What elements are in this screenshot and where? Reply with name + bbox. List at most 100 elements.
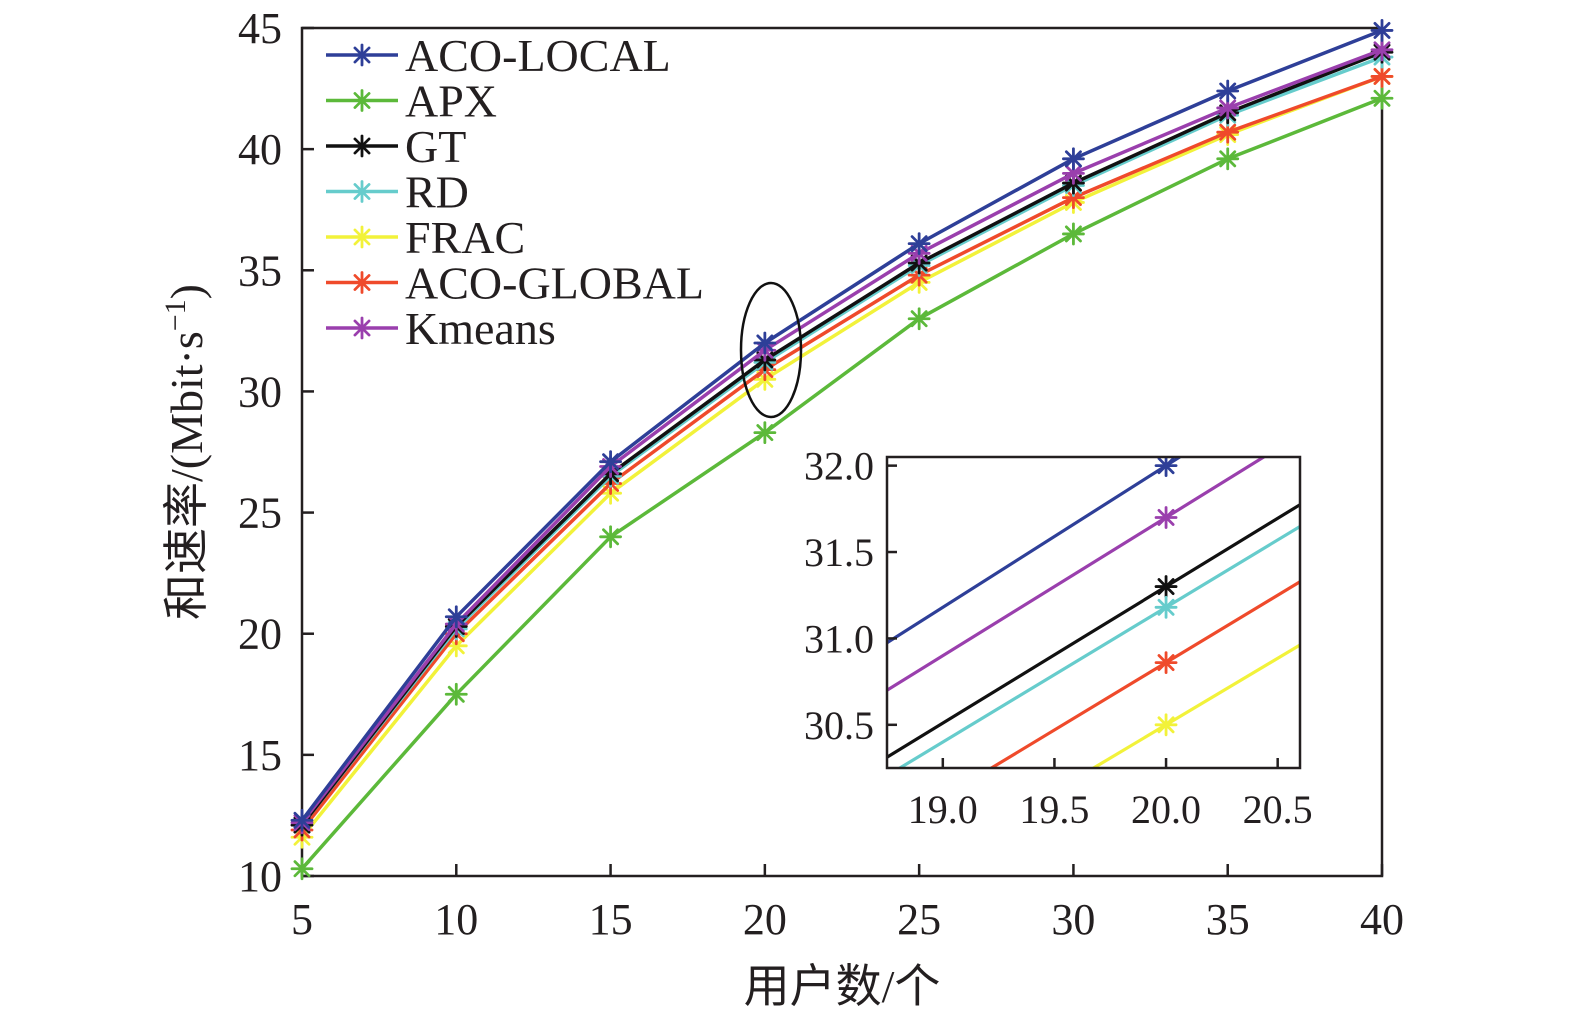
data-point-aco-local-stroke <box>1373 21 1391 39</box>
data-point-aco-local <box>290 808 314 832</box>
x-tick-label: 25 <box>897 895 941 944</box>
data-point-aco-global-stroke <box>1373 67 1391 85</box>
y-tick-label: 35 <box>238 246 282 295</box>
data-point-aco-local <box>1216 79 1240 103</box>
inset-y-tick-label: 31.5 <box>804 530 874 575</box>
inset-y-tick-label: 30.5 <box>804 703 874 748</box>
x-tick-label: 15 <box>589 895 633 944</box>
legend-label: RD <box>405 167 469 218</box>
legend-swatch-marker <box>350 134 374 158</box>
inset-data-point-frac-stroke <box>1157 716 1175 734</box>
inset-series-rd <box>896 525 1300 768</box>
series-line-frac <box>300 74 1383 839</box>
x-tick-label: 30 <box>1051 895 1095 944</box>
legend-swatch-marker <box>350 180 374 203</box>
legend-swatch-marker <box>350 316 374 340</box>
legend-label: ACO-LOCAL <box>405 30 671 81</box>
legend-swatch-marker <box>350 89 374 112</box>
legend-item-gt: GT <box>326 121 466 172</box>
data-point-kmeans <box>1370 38 1394 62</box>
legend-swatch-marker-stroke <box>353 183 371 200</box>
inset-series-aco-local <box>887 457 1183 645</box>
series-line-aco-global <box>300 74 1383 832</box>
legend-swatch-marker-stroke <box>353 274 371 291</box>
inset-data-point-aco-local-stroke <box>1157 457 1175 475</box>
inset-series-aco-global <box>988 580 1300 768</box>
legend-swatch-marker <box>350 43 374 67</box>
inset-y-tick-label: 31.0 <box>804 616 874 661</box>
inset-series-frac <box>1090 643 1300 768</box>
data-point-aco-local-stroke <box>602 453 620 471</box>
x-tick-label: 10 <box>434 895 478 944</box>
x-tick-label: 35 <box>1206 895 1250 944</box>
data-point-kmeans-stroke <box>1064 164 1082 182</box>
legend-swatch-marker-stroke <box>353 228 371 246</box>
data-point-apx <box>1370 86 1394 110</box>
y-tick-label: 45 <box>238 4 282 53</box>
data-point-aco-local <box>1370 19 1394 42</box>
legend-label: ACO-GLOBAL <box>405 258 704 309</box>
plot-frame <box>300 26 1384 878</box>
data-point-apx-stroke <box>910 310 928 328</box>
data-point-apx <box>444 682 468 706</box>
series-aco-local <box>290 19 1394 832</box>
data-point-aco-local-stroke <box>293 811 311 829</box>
data-point-apx <box>907 307 931 331</box>
inset-data-point-frac <box>1154 713 1178 737</box>
y-tick-label: 40 <box>238 125 282 174</box>
legend-swatch-marker-stroke <box>353 92 371 109</box>
legend-label: GT <box>405 121 466 172</box>
inset-x-axis-ticks: 19.0 19.5 20.0 20.5 <box>908 758 1313 832</box>
y-tick-label: 15 <box>238 731 282 780</box>
inset-y-tick-label: 32.0 <box>804 444 874 489</box>
data-point-aco-global-stroke <box>1219 123 1237 141</box>
inset-data-point-aco-global-stroke <box>1157 654 1175 672</box>
inset-x-tick-label: 20.0 <box>1131 787 1201 832</box>
inset-x-tick-label: 20.5 <box>1243 787 1313 832</box>
data-point-apx-stroke <box>447 685 465 703</box>
data-point-aco-local-stroke <box>910 235 928 253</box>
data-point-aco-local-stroke <box>1064 150 1082 168</box>
inset-data-point-rd <box>1154 595 1178 619</box>
legend-swatch-marker-stroke <box>353 46 371 64</box>
inset-series-line-kmeans <box>887 457 1267 692</box>
inset-data-point-kmeans-stroke <box>1157 509 1175 526</box>
data-point-kmeans <box>1062 161 1085 185</box>
inset-data-point-aco-local <box>1154 457 1178 478</box>
series-line-apx <box>300 96 1383 870</box>
legend-item-frac: FRAC <box>326 212 525 263</box>
inset-data-point-kmeans <box>1154 506 1178 529</box>
data-point-aco-local <box>599 450 622 474</box>
data-point-apx-stroke <box>756 424 774 442</box>
data-point-aco-local-stroke <box>756 334 774 352</box>
inset-frame <box>885 455 1302 770</box>
y-tick-label: 10 <box>238 852 282 901</box>
y-tick-label: 25 <box>238 489 282 538</box>
inset-series-line-gt <box>887 503 1300 759</box>
data-point-apx <box>1062 222 1085 246</box>
data-point-aco-local <box>444 605 468 629</box>
legend-label: Kmeans <box>405 303 556 354</box>
inset-series-gt <box>887 503 1300 759</box>
data-point-aco-local <box>753 331 777 355</box>
data-point-apx-stroke <box>293 860 311 878</box>
inset-data-point-rd-stroke <box>1157 598 1175 616</box>
y-tick-label: 20 <box>238 610 282 659</box>
data-point-apx <box>599 525 622 549</box>
data-point-aco-local <box>1062 147 1085 171</box>
legend-label: FRAC <box>405 212 525 263</box>
y-tick-label: 30 <box>238 367 282 416</box>
series-line-kmeans <box>300 48 1383 824</box>
data-point-kmeans-stroke <box>1373 41 1391 59</box>
inset-series-line-aco-local <box>887 457 1183 645</box>
inset-x-tick-label: 19.0 <box>908 787 978 832</box>
series-line-rd <box>300 55 1383 827</box>
x-tick-label: 40 <box>1360 895 1404 944</box>
data-point-apx-stroke <box>602 528 620 546</box>
legend-swatch-marker <box>350 271 374 294</box>
data-point-apx <box>753 421 777 445</box>
inset-x-tick-label: 19.5 <box>1019 787 1089 832</box>
data-point-apx-stroke <box>1373 89 1391 107</box>
